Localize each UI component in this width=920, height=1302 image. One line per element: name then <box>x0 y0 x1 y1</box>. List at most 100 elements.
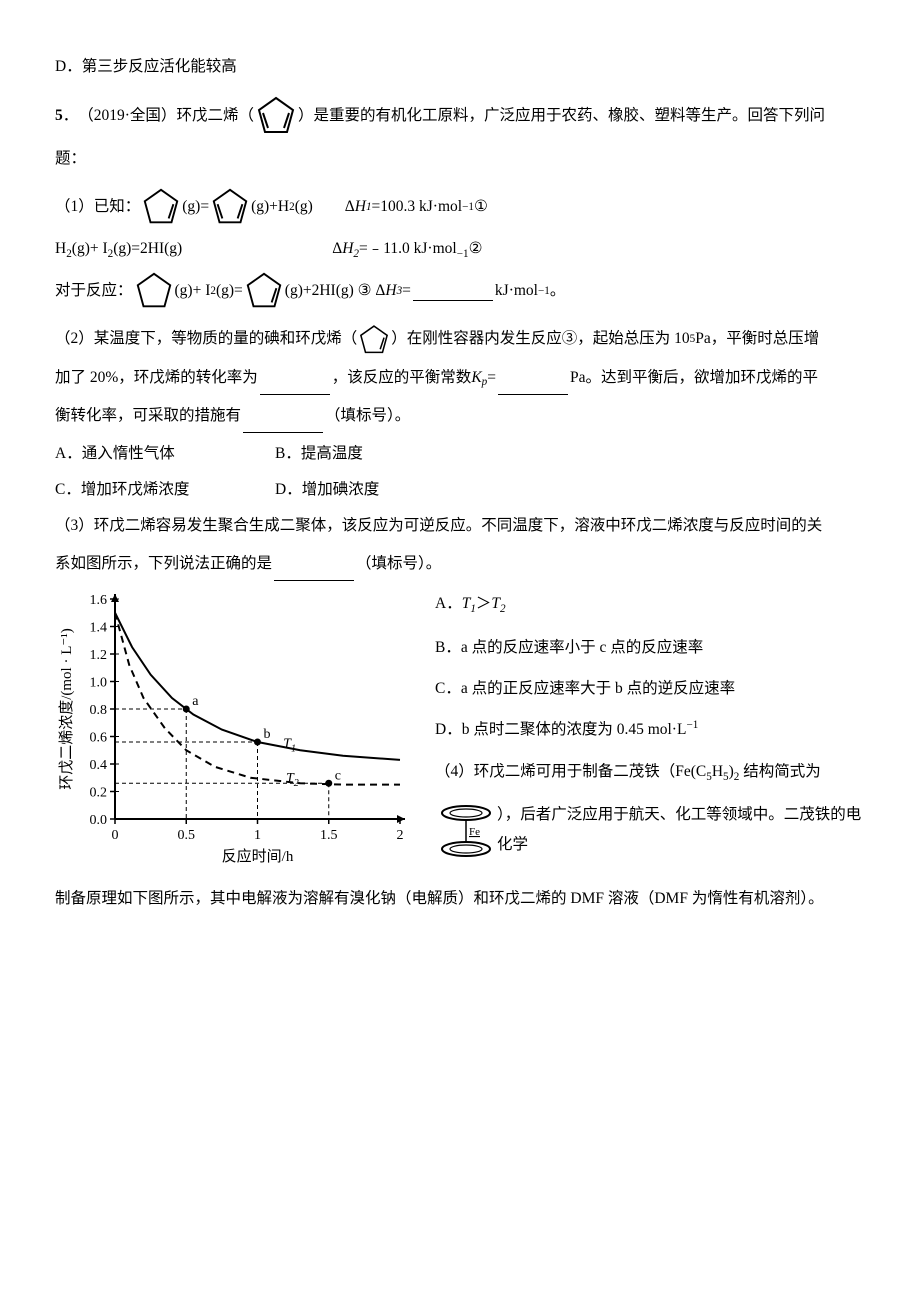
cyclopentane-icon <box>133 270 175 312</box>
blank-measure[interactable] <box>243 414 323 433</box>
q5-p3-options: A．T1＞T2 B．a 点的反应速率小于 c 点的反应速率 C．a 点的正反应速… <box>415 589 865 871</box>
exp: −1 <box>538 279 550 304</box>
circle-1: ① <box>474 190 488 224</box>
text: A． <box>435 595 462 612</box>
svg-text:1.2: 1.2 <box>90 648 108 663</box>
cyclopentadiene-icon <box>209 186 251 228</box>
svg-text:Fe: Fe <box>469 826 480 838</box>
H: H <box>355 190 366 224</box>
text: (g)=2HI(g) <box>113 232 182 266</box>
ferrocene-row: Fe ），后者广泛应用于航天、化工等领域中。二茂铁的电化学 <box>435 800 865 859</box>
q5-p1-eq3: 对于反应： (g)+ I2 (g)= (g)+2HI(g) ③ ΔH3 = kJ… <box>55 270 865 312</box>
q5-p3-line1: （3）环戊二烯容易发生聚合生成二聚体，该反应为可逆反应。不同温度下，溶液中环戊二… <box>55 509 865 543</box>
option-a: A．T1＞T2 <box>435 589 865 620</box>
text: ），后者广泛应用于航天、化工等领域中。二茂铁的电化学 <box>497 800 865 859</box>
text: 环戊二烯（ <box>176 99 254 133</box>
svg-text:b: b <box>264 727 271 742</box>
option-c: C．增加环戊烯浓度 <box>55 473 275 507</box>
cyclopentene-icon <box>357 322 391 356</box>
blank-conversion[interactable] <box>260 376 330 395</box>
ferrocene-icon: Fe <box>435 803 497 859</box>
svg-text:1.6: 1.6 <box>90 593 108 608</box>
q5-p3-figure-row: 0.0 0.2 0.4 0.6 0.8 1.0 1.2 1.4 1.6 0 0.5 1 1.5 2 反应时间… <box>55 589 865 882</box>
text: ． <box>63 99 79 133</box>
blank-kp[interactable] <box>498 376 568 395</box>
sub: 2 <box>500 603 506 615</box>
text: (g)= <box>182 190 209 224</box>
svg-text:0: 0 <box>112 828 119 843</box>
unit: kJ·mol <box>495 274 538 308</box>
delta: Δ <box>332 232 342 266</box>
cyclopentadiene-icon <box>254 94 298 138</box>
text: Pa，平衡时总压增 <box>695 322 819 356</box>
svg-text:0.2: 0.2 <box>90 786 108 801</box>
svg-text:0.6: 0.6 <box>90 731 108 746</box>
text: （填标号）。 <box>325 399 410 433</box>
text: (g) <box>295 190 313 224</box>
text: H <box>712 763 723 780</box>
text: ，该反应的平衡常数 <box>332 361 472 395</box>
text: (g)+ I <box>175 274 211 308</box>
svg-text:反应时间/h: 反应时间/h <box>222 847 294 865</box>
blank-dh3[interactable] <box>413 282 493 301</box>
q5-p2-options-row1: A．通入惰性气体 B．提高温度 <box>55 437 865 471</box>
svg-text:1: 1 <box>254 828 261 843</box>
text: 系如图所示，下列说法正确的是 <box>55 547 272 581</box>
prev-question-option-d: D．第三步反应活化能较高 <box>55 50 865 84</box>
svg-text:0.8: 0.8 <box>90 703 108 718</box>
text: H <box>55 232 66 266</box>
text: D．b 点时二聚体的浓度为 0.45 mol·L <box>435 722 686 739</box>
text: (g)+H <box>251 190 289 224</box>
option-a: A．通入惰性气体 <box>55 437 275 471</box>
q5-p2-line2: 加了 20%，环戊烯的转化率为 ，该反应的平衡常数 Kp = Pa。达到平衡后，… <box>55 361 865 395</box>
text: （1）已知： <box>55 190 140 224</box>
option-b: B．a 点的反应速率小于 c 点的反应速率 <box>435 633 865 662</box>
q5-number: 5 <box>55 99 63 133</box>
text: 制备原理如下图所示，其中电解液为溶解有溴化钠（电解质）和环戊二烯的 DMF 溶液… <box>55 882 824 916</box>
q5-p4-line1: （4）环戊二烯可用于制备二茂铁（Fe(C5H5)2 结构简式为 <box>435 757 865 788</box>
q5-p2-line1: （2）某温度下，等物质的量的碘和环戊烯（ ）在刚性容器内发生反应③，起始总压为 … <box>55 322 865 356</box>
svg-text:T1: T1 <box>283 737 296 755</box>
svg-text:0.0: 0.0 <box>90 813 108 828</box>
exp: −1 <box>457 242 469 267</box>
kp-k: K <box>471 361 481 395</box>
option-d: D．增加碘浓度 <box>275 473 495 507</box>
svg-text:c: c <box>335 769 341 784</box>
q5-p2-options-row2: C．增加环戊烯浓度 D．增加碘浓度 <box>55 473 865 507</box>
H: H <box>385 274 396 308</box>
svg-text:1.5: 1.5 <box>320 828 338 843</box>
cyclopentene-icon <box>243 270 285 312</box>
text: (g)+2HI(g) ③ Δ <box>285 274 386 308</box>
svg-text:环戊二烯浓度/(mol · L⁻¹): 环戊二烯浓度/(mol · L⁻¹) <box>58 628 75 790</box>
q5-source: （2019·全国） <box>78 99 176 133</box>
text: D．第三步反应活化能较高 <box>55 50 237 84</box>
text: （2）某温度下，等物质的量的碘和环戊烯（ <box>55 322 357 356</box>
cyclopentene-icon <box>140 186 182 228</box>
text: (g)= <box>216 274 243 308</box>
text: (g)+ I <box>72 232 108 266</box>
option-c: C．a 点的正反应速率大于 b 点的逆反应速率 <box>435 674 865 703</box>
text: 衡转化率，可采取的措施有 <box>55 399 241 433</box>
q5-intro-line1: 5 ． （2019·全国） 环戊二烯（ ）是重要的有机化工原料，广泛应用于农药、… <box>55 94 865 138</box>
svg-text:0.4: 0.4 <box>90 758 108 773</box>
gt: ＞ <box>476 595 492 612</box>
eq: = <box>402 274 411 308</box>
svg-text:1.0: 1.0 <box>90 676 108 691</box>
option-b: B．提高温度 <box>275 437 495 471</box>
text: 题： <box>55 142 86 176</box>
svg-text:a: a <box>192 694 199 709</box>
q5-p3-line2: 系如图所示，下列说法正确的是 （填标号）。 <box>55 547 865 581</box>
text: Pa。达到平衡后，欲增加环戊烯的平 <box>570 361 818 395</box>
svg-text:0.5: 0.5 <box>178 828 196 843</box>
exp: −1 <box>462 195 474 220</box>
blank-p3[interactable] <box>274 563 354 582</box>
svg-text:T2: T2 <box>286 771 299 789</box>
q5-intro-line2: 题： <box>55 142 865 176</box>
text: ）在刚性容器内发生反应③，起始总压为 10 <box>391 322 689 356</box>
q5-p2-line3: 衡转化率，可采取的措施有 （填标号）。 <box>55 399 865 433</box>
svg-text:1.4: 1.4 <box>90 621 108 636</box>
q5-p1-eq1: （1）已知： (g)= (g)+H2 (g) ΔH1 =100.3 kJ·mol… <box>55 186 865 228</box>
text: （4）环戊二烯可用于制备二茂铁（Fe(C <box>435 763 706 780</box>
option-d: D．b 点时二聚体的浓度为 0.45 mol·L−1 <box>435 715 865 745</box>
val: =﹣11.0 kJ·mol <box>359 232 457 266</box>
